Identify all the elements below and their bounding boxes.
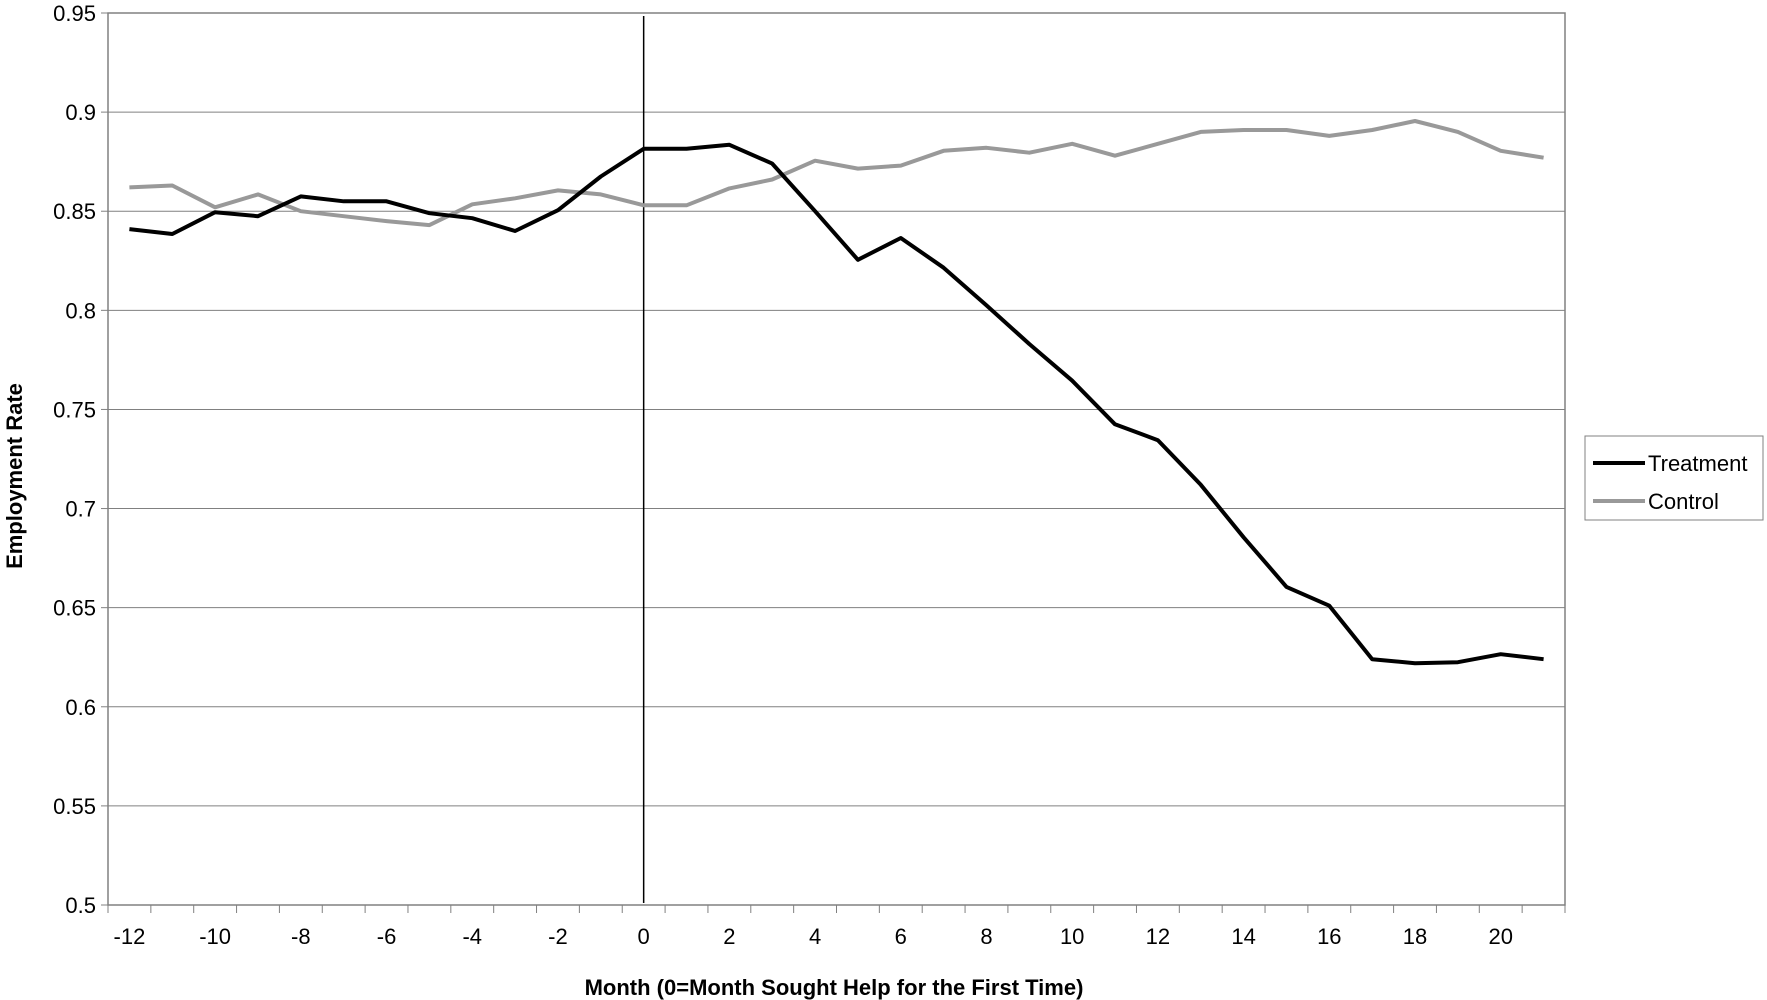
y-tick-label: 0.6 xyxy=(65,695,96,720)
x-tick-label: 0 xyxy=(638,924,650,949)
x-tick-label: 6 xyxy=(895,924,907,949)
x-tick-label: 14 xyxy=(1231,924,1255,949)
y-tick-label: 0.55 xyxy=(53,794,96,819)
series-line-treatment xyxy=(129,142,1544,666)
y-tick-label: 0.95 xyxy=(53,1,96,26)
legend-label: Control xyxy=(1648,489,1719,514)
series-line-control xyxy=(129,119,1544,228)
series-lines xyxy=(129,16,1544,903)
x-tick-label: -8 xyxy=(291,924,311,949)
x-tick-label: 8 xyxy=(980,924,992,949)
y-tick-label: 0.85 xyxy=(53,199,96,224)
x-tick-label: 20 xyxy=(1488,924,1512,949)
y-tick-label: 0.9 xyxy=(65,100,96,125)
y-axis: 0.5 0.55 0.6 0.65 0.7 0.75 0.8 0.85 0.9 0.95 xyxy=(53,1,108,918)
legend-box xyxy=(1584,435,1764,521)
x-tick-label: 4 xyxy=(809,924,821,949)
x-tick-label: 2 xyxy=(723,924,735,949)
x-tick-label: 16 xyxy=(1317,924,1341,949)
x-tick-label: 18 xyxy=(1403,924,1427,949)
x-tick-label: -6 xyxy=(377,924,397,949)
x-axis-title: Month (0=Month Sought Help for the First… xyxy=(585,975,1084,1000)
y-tick-label: 0.65 xyxy=(53,596,96,621)
x-tick-label: -10 xyxy=(199,924,231,949)
legend-label: Treatment xyxy=(1648,451,1747,476)
y-tick-label: 0.8 xyxy=(65,298,96,323)
y-tick-label: 0.75 xyxy=(53,397,96,422)
plot-border xyxy=(107,12,1566,906)
plot-area xyxy=(107,12,1566,906)
x-tick-label: -2 xyxy=(548,924,568,949)
y-axis-title: Employment Rate xyxy=(2,383,27,569)
x-tick-label: 12 xyxy=(1146,924,1170,949)
y-tick-label: 0.7 xyxy=(65,497,96,522)
y-tick-label: 0.5 xyxy=(65,893,96,918)
x-tick-label: 10 xyxy=(1060,924,1084,949)
x-tick-label: -12 xyxy=(114,924,146,949)
x-tick-label: -4 xyxy=(462,924,482,949)
x-axis: -12 -10 -8 -6 -4 -2 0 2 4 6 8 10 12 14 16 18 20 xyxy=(107,905,1566,949)
legend: Treatment Control xyxy=(1584,435,1764,521)
